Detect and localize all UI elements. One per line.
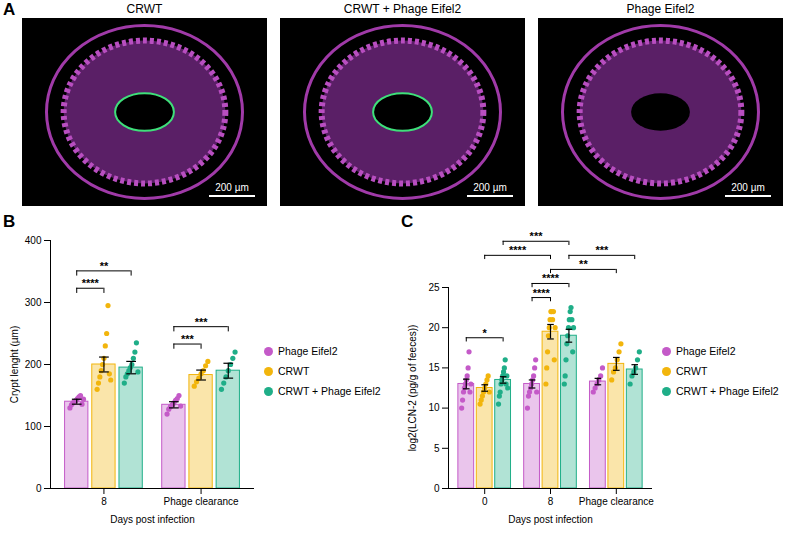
html-text:Phage Eifel2: Phage Eifel2 <box>626 2 695 16</box>
svg-text:***: *** <box>595 244 609 256</box>
svg-text:0: 0 <box>434 483 440 494</box>
svg-text:0: 0 <box>482 496 488 507</box>
svg-text:****: **** <box>82 277 100 289</box>
svg-text:Days post infection: Days post infection <box>508 514 593 525</box>
svg-text:5: 5 <box>434 443 440 454</box>
svg-text:***: *** <box>181 333 195 345</box>
html-text:C: C <box>401 212 414 231</box>
svg-text:200 µm: 200 µm <box>731 182 765 193</box>
html-text:CRWT + Phage Eifel2: CRWT + Phage Eifel2 <box>343 2 462 16</box>
svg-text:Days post infection: Days post infection <box>110 514 195 525</box>
html-text:CRWT + Phage Eifel2: CRWT + Phage Eifel2 <box>676 385 779 397</box>
svg-text:300: 300 <box>25 297 42 308</box>
html-text:CRWT: CRWT <box>676 365 708 377</box>
html-text:B: B <box>3 212 16 231</box>
svg-text:log2(LCN-2 (pg/g of feeces)): log2(LCN-2 (pg/g of feeces)) <box>407 325 418 452</box>
svg-text:Phage clearance: Phage clearance <box>164 496 239 507</box>
svg-text:200: 200 <box>25 359 42 370</box>
svg-text:Crypt lenght (µm): Crypt lenght (µm) <box>9 326 20 403</box>
html-text:Phage Eifel2: Phage Eifel2 <box>278 345 338 357</box>
svg-text:0: 0 <box>36 483 42 494</box>
svg-text:8: 8 <box>101 496 107 507</box>
svg-text:***: *** <box>195 316 209 328</box>
svg-text:Phage clearance: Phage clearance <box>579 496 654 507</box>
svg-text:400: 400 <box>25 235 42 246</box>
svg-text:8: 8 <box>548 496 554 507</box>
svg-text:**: ** <box>100 260 109 272</box>
svg-text:*: * <box>483 327 488 339</box>
svg-text:25: 25 <box>428 282 440 293</box>
html-text:A: A <box>3 0 16 19</box>
svg-text:***: *** <box>530 230 544 242</box>
svg-text:200 µm: 200 µm <box>473 182 507 193</box>
html-text:CRWT + Phage Eifel2: CRWT + Phage Eifel2 <box>278 385 381 397</box>
svg-text:200 µm: 200 µm <box>215 182 249 193</box>
svg-text:****: **** <box>509 244 527 256</box>
svg-text:15: 15 <box>428 362 440 373</box>
svg-text:****: **** <box>542 272 560 284</box>
svg-text:20: 20 <box>428 322 440 333</box>
html-text:CRWT: CRWT <box>278 365 310 377</box>
html-text:CRWT: CRWT <box>126 2 163 16</box>
html-text:Phage Eifel2: Phage Eifel2 <box>676 345 736 357</box>
svg-text:10: 10 <box>428 402 440 413</box>
svg-text:**: ** <box>579 258 588 270</box>
svg-text:****: **** <box>533 287 551 299</box>
svg-text:100: 100 <box>25 421 42 432</box>
